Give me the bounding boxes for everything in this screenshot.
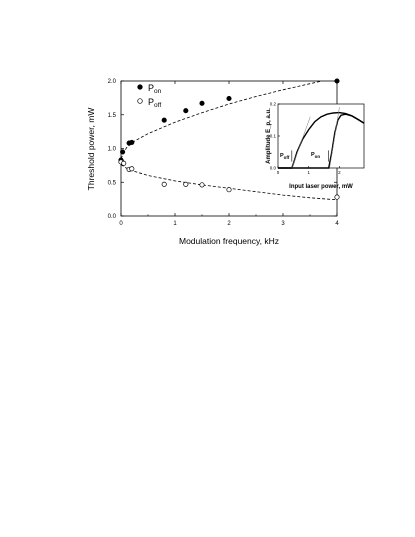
data-point-p-off [226,187,232,193]
data-point-p-on [129,139,135,145]
legend-marker-p-off [137,98,143,104]
y-axis-title: Threshold power, mW [86,108,96,191]
inset-x-axis-title: Input laser power, mW [289,184,353,190]
data-point-p-on [334,78,340,84]
data-point-p-on [199,100,205,106]
legend: Pon Poff [137,83,162,109]
inset-curves [278,107,365,169]
inset-y-tick-label: 0.2 [270,102,277,107]
data-point-p-on [183,108,189,114]
inset-y-tick-label: 0.1 [270,134,277,139]
inset-y-axis-title: Amplitude E_p, a.u. [266,108,272,164]
data-point-p-off [334,194,340,200]
x-tick-label: 0 [119,221,123,227]
y-tick-label: 0.5 [108,180,117,186]
inset-y-tick-label: 0.0 [270,166,277,171]
inset-x-tick-label: 1 [307,170,310,175]
y-tick-label: 0.0 [108,214,117,220]
inset-annotations: Poff Pon [280,150,329,162]
inset-axes: 0 1 2 0.0 0.1 0.2 [270,102,365,175]
x-axis-title: Modulation frequency, kHz [179,236,279,246]
legend-label-p-off: Poff [148,97,161,109]
inset-tangent-p-on [329,107,340,169]
data-point-p-off [129,166,135,172]
data-point-p-off [121,160,127,166]
data-point-p-on [120,149,126,155]
y-tick-label: 2.0 [108,79,117,85]
main-data-points [118,78,340,200]
inset-tangent-p-off [291,116,311,169]
x-tick-label: 1 [173,221,177,227]
x-tick-label: 2 [227,221,231,227]
data-point-p-on [161,117,167,123]
inset-x-tick-label: 2 [338,170,341,175]
inset-curve-p-on [278,113,365,169]
y-tick-label: 1.0 [108,147,117,153]
x-tick-label: 3 [281,221,285,227]
x-tick-label: 4 [335,221,339,227]
inset-x-tick-label: 0 [277,170,280,175]
inset-label-p-on: Pon [311,152,320,159]
data-point-p-off [161,181,167,187]
inset-label-p-off: Poff [280,153,290,160]
fit-curve-p-off [120,164,338,201]
legend-label-p-on: Pon [148,83,162,95]
inset-frame [277,103,365,169]
data-point-p-off [199,182,205,188]
fit-curve-p-on [120,80,322,159]
legend-marker-p-on [137,84,143,90]
inset-amplitude-chart: 0 1 2 0.0 0.1 0.2 Input laser power, mW Ampli… [266,102,365,190]
data-point-p-on [226,95,232,102]
y-tick-label: 1.5 [108,113,117,119]
data-point-p-off [183,181,189,187]
